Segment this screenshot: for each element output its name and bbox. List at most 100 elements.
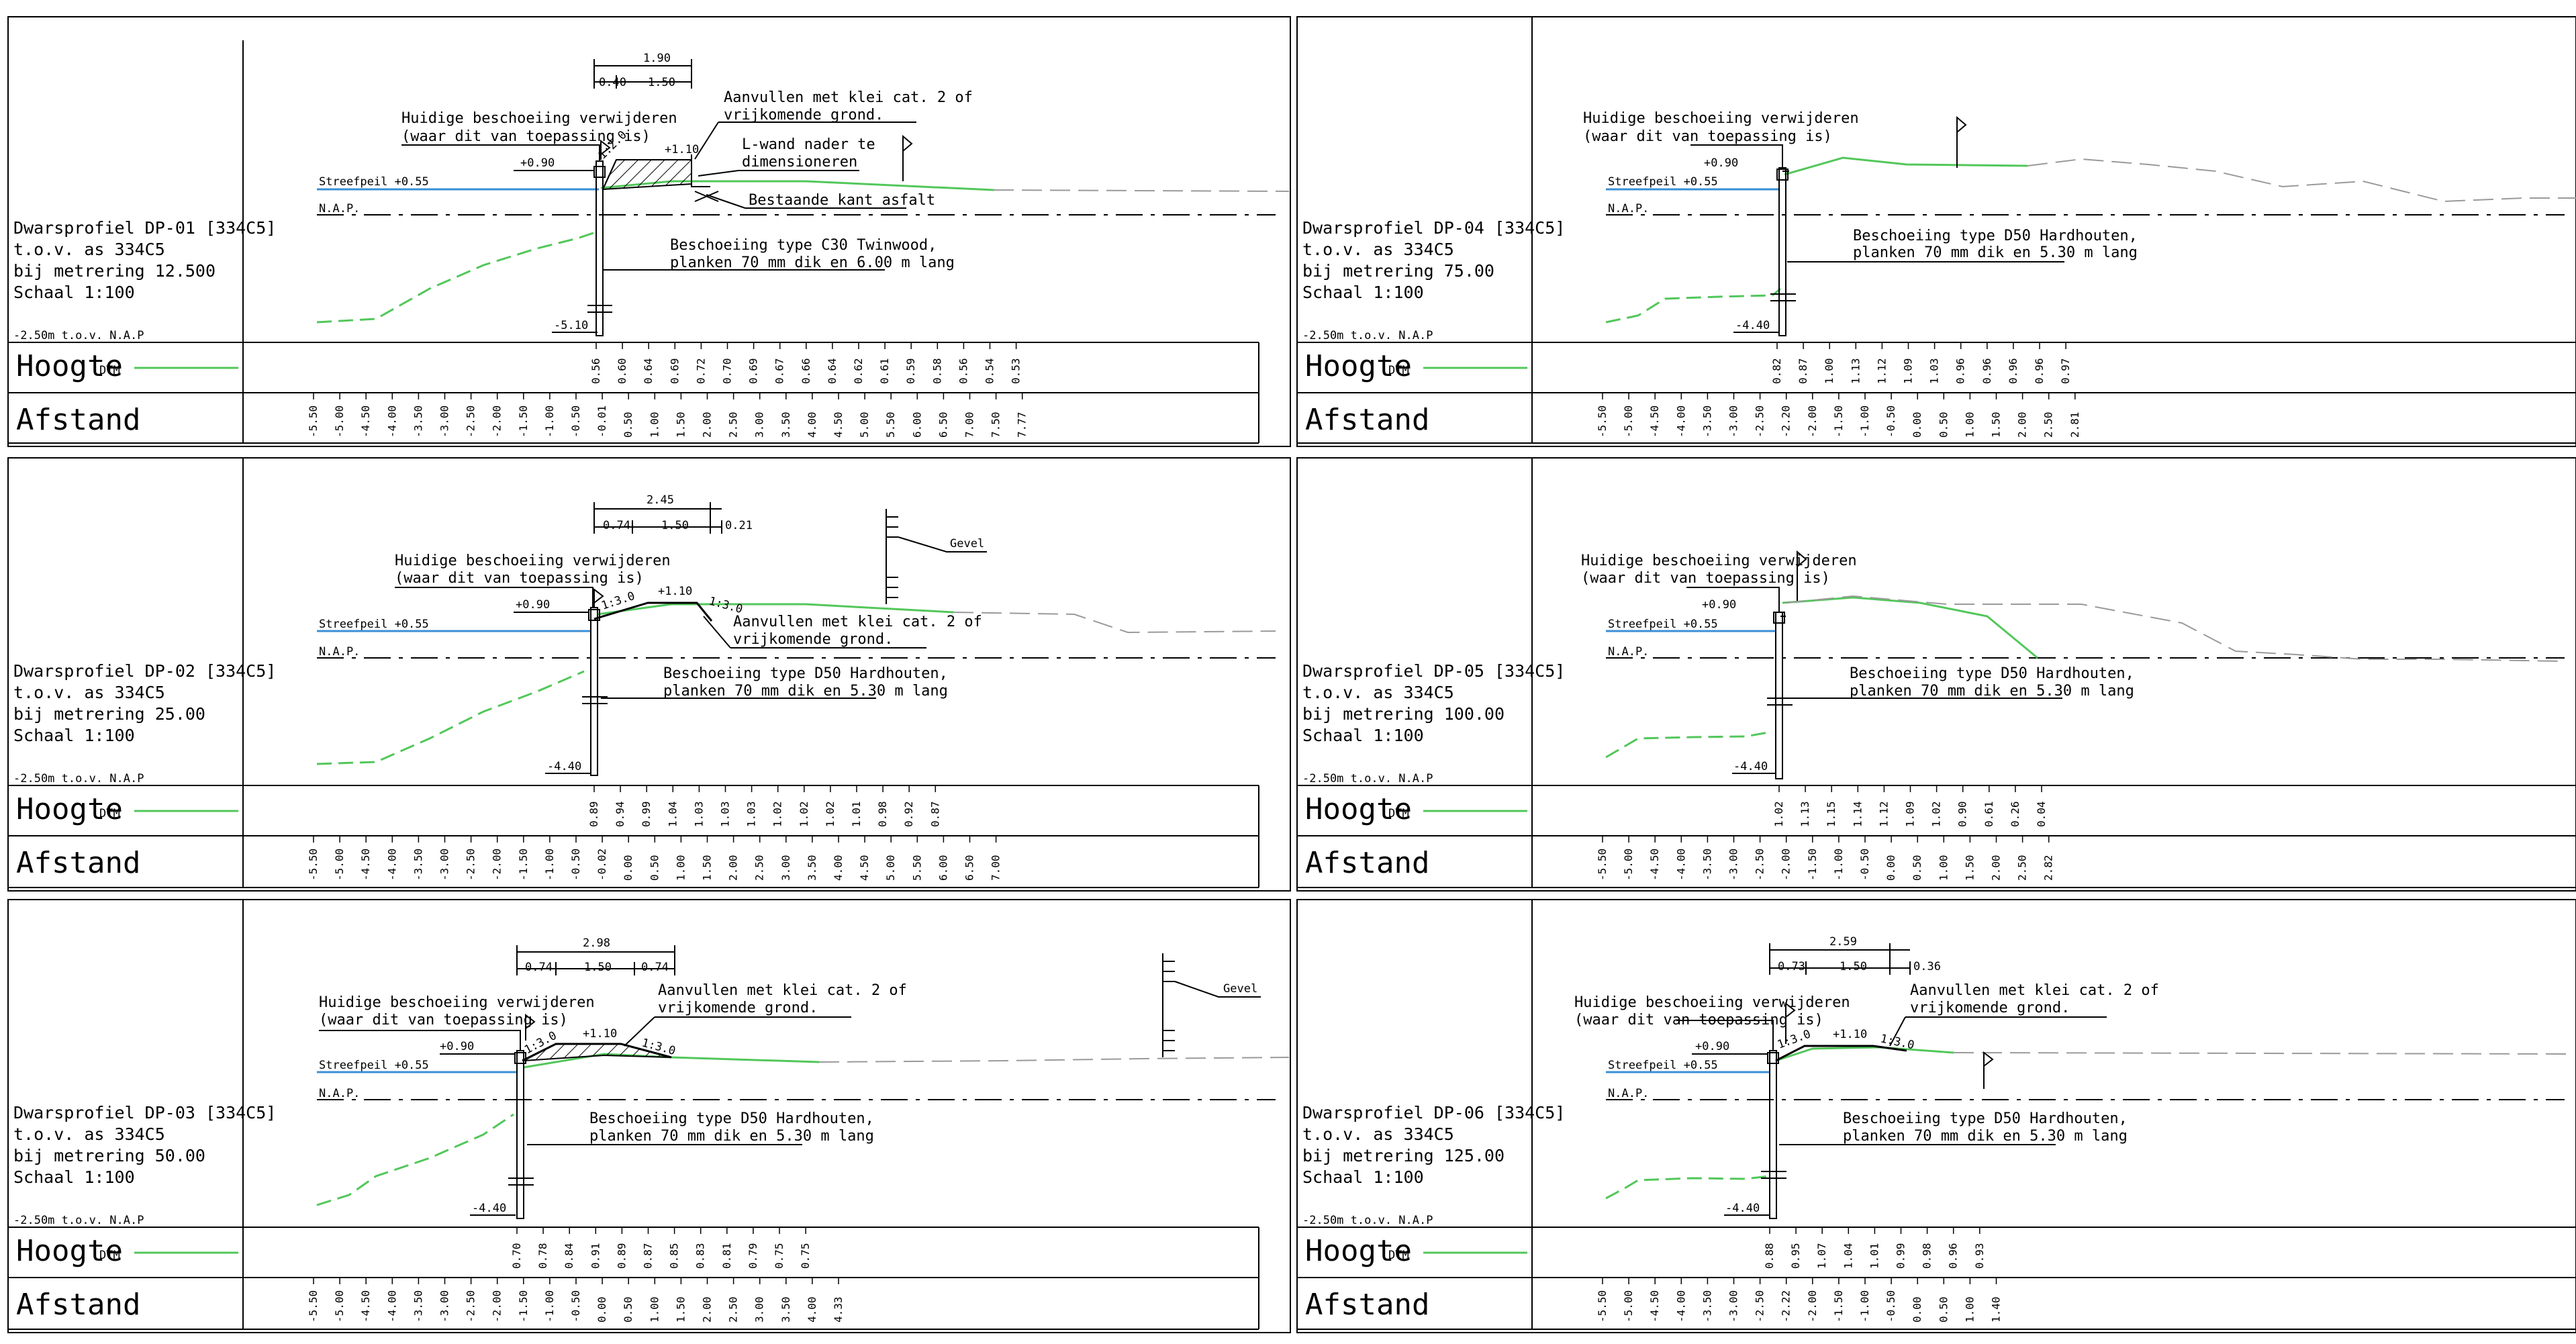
afstand-dp03-5: -3.00 bbox=[438, 1290, 451, 1323]
hoogte-dp05-6: 1.02 bbox=[1930, 801, 1943, 827]
afstand-dp01-13: 1.00 bbox=[648, 412, 661, 438]
dp06-afstand-label: Afstand bbox=[1305, 1288, 1429, 1322]
dp01-dim-total: 1.90 bbox=[643, 52, 671, 65]
dp06-dim-b: 1.50 bbox=[1840, 960, 1867, 973]
berm-fill bbox=[602, 159, 692, 191]
dp05-info-4: Schaal 1:100 bbox=[1302, 726, 1424, 745]
panel-frame bbox=[1296, 457, 2576, 892]
afstand-dp05-7: -2.00 bbox=[1780, 849, 1793, 881]
dp05-hoogte-label: Hoogte bbox=[1305, 792, 1412, 826]
afstand-dp02-4: -3.50 bbox=[412, 849, 424, 881]
hoogte-dp01-8: 0.66 bbox=[800, 358, 812, 384]
afstand-dp06-1: -5.00 bbox=[1622, 1290, 1635, 1323]
dp04-ref: -2.50m t.o.v. N.A.P bbox=[1302, 329, 1433, 342]
afstand-dp01-27: 7.77 bbox=[1016, 412, 1029, 438]
dp03-dim-a: 0.74 bbox=[525, 961, 553, 974]
afstand-dp02-23: 5.50 bbox=[910, 855, 923, 881]
hoogte-dp04-8: 0.96 bbox=[1981, 358, 1993, 384]
afstand-dp04-6: -2.50 bbox=[1754, 405, 1766, 438]
dp06-info-4: Schaal 1:100 bbox=[1302, 1167, 1424, 1187]
dp01-aanvullen-1: Aanvullen met klei cat. 2 of bbox=[724, 89, 973, 106]
l-wand bbox=[691, 154, 710, 187]
dtm-surface-line bbox=[1784, 156, 2028, 176]
dp03-dim-total: 2.98 bbox=[583, 937, 610, 950]
afstand-dp02-8: -1.50 bbox=[517, 849, 530, 881]
dp02-info-4: Schaal 1:100 bbox=[13, 726, 135, 745]
dp01-depth: -5.10 bbox=[554, 319, 588, 332]
dp06-aanvullen-2: vrijkomende grond. bbox=[1910, 1000, 2070, 1016]
afstand-dp01-5: -3.00 bbox=[438, 405, 451, 438]
afstand-dp02-22: 5.00 bbox=[884, 855, 897, 881]
dp06-info-1: Dwarsprofiel DP-06 [334C5] bbox=[1302, 1103, 1565, 1122]
hoogte-dp01-14: 0.56 bbox=[957, 358, 969, 384]
afstand-dp05-13: 1.00 bbox=[1937, 855, 1950, 881]
afstand-dp02-3: -4.00 bbox=[385, 849, 398, 881]
hoogte-dp04-2: 1.00 bbox=[1823, 358, 1835, 384]
dp05-ref: -2.50m t.o.v. N.A.P bbox=[1302, 772, 1433, 785]
hoogte-dp03-4: 0.89 bbox=[615, 1243, 628, 1269]
berm-line bbox=[593, 602, 713, 622]
panel-frame bbox=[1296, 16, 2576, 447]
dp03-dim-b: 1.50 bbox=[584, 961, 612, 974]
hoogte-dp01-0: 0.56 bbox=[589, 358, 602, 384]
afstand-dp05-5: -3.00 bbox=[1727, 849, 1740, 881]
hoogte-dp04-5: 1.09 bbox=[1902, 358, 1915, 384]
hoogte-dp02-0: 0.89 bbox=[587, 801, 600, 827]
dp03-verwijderen-1: Huidige beschoeiing verwijderen bbox=[319, 994, 595, 1011]
dp02-hoogte-label: Hoogte bbox=[16, 792, 123, 826]
dp02-plus090: +0.90 bbox=[516, 598, 550, 612]
afstand-dp03-20: 4.33 bbox=[832, 1296, 845, 1323]
afstand-dp01-8: -1.50 bbox=[517, 405, 530, 438]
afstand-dp03-15: 2.00 bbox=[701, 1296, 714, 1323]
dp03-hoogte-label: Hoogte bbox=[16, 1234, 123, 1268]
panel-frame bbox=[7, 16, 1291, 447]
table-dp06: -5.50 -5.00 -4.50 -4.00 -3.50 -3.00 -2.50 -2.22… bbox=[1596, 1227, 2003, 1323]
dp02-dim-total: 2.45 bbox=[647, 493, 674, 507]
hoogte-dp02-6: 1.03 bbox=[745, 801, 758, 827]
panel-frame bbox=[7, 457, 1291, 892]
afstand-dp04-5: -3.00 bbox=[1727, 405, 1740, 438]
dp03-verwijderen-2: (waar dit van toepassing is) bbox=[319, 1012, 568, 1028]
hoogte-dp01-6: 0.69 bbox=[747, 358, 760, 384]
dp01-dim-b: 1.50 bbox=[648, 76, 675, 89]
afstand-dp03-13: 1.00 bbox=[648, 1296, 661, 1323]
hoogte-dp01-4: 0.72 bbox=[694, 358, 707, 384]
afstand-dp01-21: 5.00 bbox=[858, 412, 871, 438]
afstand-dp04-0: -5.50 bbox=[1596, 405, 1609, 438]
afstand-dp06-10: -1.00 bbox=[1858, 1290, 1871, 1323]
hoogte-dp02-9: 1.02 bbox=[824, 801, 837, 827]
existing-ground-line bbox=[2027, 158, 2576, 203]
dp06-info-2: t.o.v. as 334C5 bbox=[1302, 1124, 1454, 1144]
afstand-dp03-11: 0.00 bbox=[595, 1296, 608, 1323]
afstand-dp03-7: -2.00 bbox=[491, 1290, 504, 1323]
dp06-plus090: +0.90 bbox=[1695, 1040, 1729, 1053]
afstand-dp01-19: 4.00 bbox=[806, 412, 818, 438]
dp03-nap: N.A.P. bbox=[319, 1087, 360, 1100]
hoogte-dp03-6: 0.85 bbox=[668, 1243, 681, 1269]
hoogte-dp03-0: 0.70 bbox=[510, 1243, 523, 1269]
dtm-ground-line bbox=[316, 670, 585, 765]
afstand-dp05-6: -2.50 bbox=[1754, 849, 1766, 881]
dp01-asfalt: Bestaande kant asfalt bbox=[749, 192, 935, 209]
hoogte-dp04-0: 0.82 bbox=[1770, 358, 1783, 384]
hoogte-dp02-1: 0.94 bbox=[614, 801, 626, 827]
hoogte-dp01-3: 0.69 bbox=[668, 358, 681, 384]
afstand-dp02-20: 4.00 bbox=[832, 855, 845, 881]
afstand-dp01-24: 6.50 bbox=[937, 412, 949, 438]
afstand-dp06-3: -4.00 bbox=[1674, 1290, 1687, 1323]
hoogte-dp03-3: 0.91 bbox=[589, 1243, 602, 1269]
afstand-dp06-0: -5.50 bbox=[1596, 1290, 1609, 1323]
dtm-ground-line bbox=[1605, 730, 1773, 759]
hoogte-dp03-5: 0.87 bbox=[642, 1243, 655, 1269]
dp06-ref: -2.50m t.o.v. N.A.P bbox=[1302, 1214, 1433, 1227]
hoogte-dp01-11: 0.61 bbox=[878, 358, 891, 384]
afstand-dp01-7: -2.00 bbox=[491, 405, 504, 438]
existing-ground-line bbox=[1953, 1052, 2572, 1055]
dp06-verwijderen-1: Huidige beschoeiing verwijderen bbox=[1574, 994, 1850, 1011]
dp06-verwijderen-2: (waar dit van toepassing is) bbox=[1574, 1012, 1823, 1028]
panel-frame bbox=[7, 899, 1291, 1333]
afstand-dp05-0: -5.50 bbox=[1596, 849, 1609, 881]
afstand-dp05-3: -4.00 bbox=[1674, 849, 1687, 881]
dp03-dim-c: 0.74 bbox=[641, 961, 669, 974]
hoogte-dp01-16: 0.53 bbox=[1010, 358, 1022, 384]
